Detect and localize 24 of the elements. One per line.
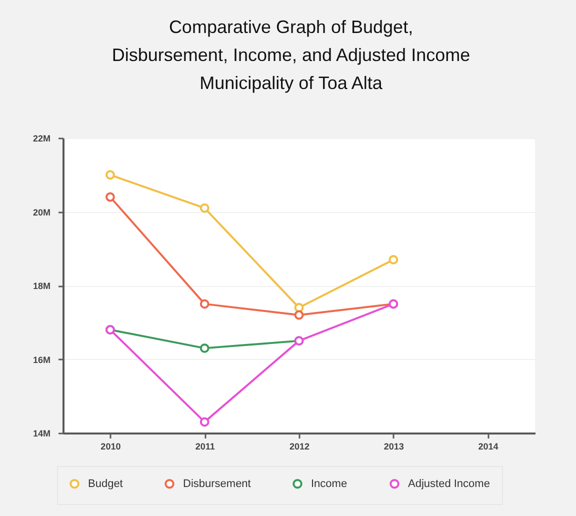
y-tick-label: 18M: [32, 281, 50, 291]
point: [294, 302, 304, 312]
point: [200, 417, 210, 427]
x-tick-label: 2014: [478, 442, 498, 452]
y-tick-label: 22M: [32, 134, 50, 144]
point: [200, 203, 210, 213]
point: [105, 192, 115, 202]
x-tick-label: 2012: [289, 442, 310, 452]
point: [388, 254, 398, 264]
point: [294, 310, 304, 320]
x-tick-label: 2011: [195, 442, 215, 452]
chart-title: Comparative Graph of Budget, Disbursement, Income, and Adjusted Income Municipality of Toa Alta: [112, 17, 470, 93]
point: [200, 343, 210, 353]
point: [105, 170, 115, 180]
legend-label: Income: [311, 478, 348, 490]
legend-label: Disbursement: [183, 478, 251, 490]
point: [200, 299, 210, 309]
y-tick-label: 16M: [32, 354, 50, 365]
x-tick-label: 2013: [384, 442, 404, 452]
y-tick-label: 20M: [32, 207, 50, 218]
x-tick-label: 2010: [100, 442, 121, 452]
legend-label: Adjusted Income: [408, 478, 490, 490]
legend-label: Budget: [88, 478, 123, 490]
y-tick-label: 14M: [32, 428, 50, 438]
